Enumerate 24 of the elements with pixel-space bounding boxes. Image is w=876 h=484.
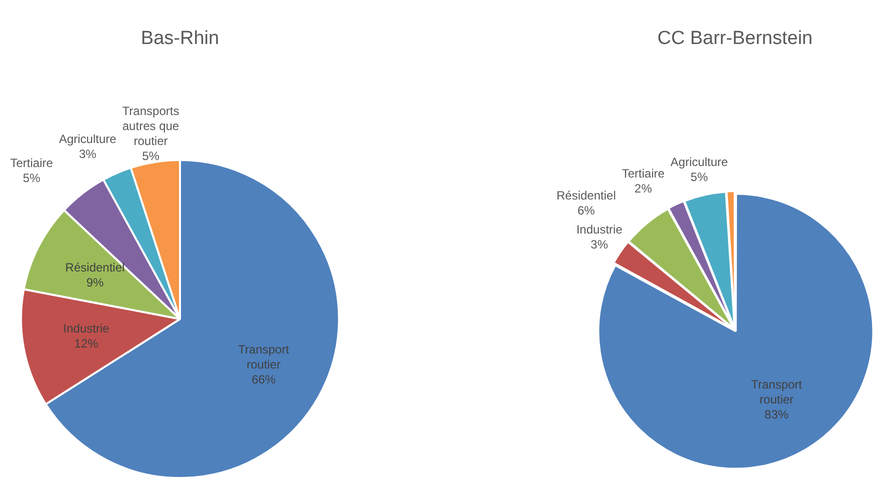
data-label: 9%: [86, 276, 104, 290]
data-label: 66%: [252, 372, 276, 386]
slice-label: Agriculture: [670, 154, 728, 169]
slice-label: Industrie: [576, 222, 623, 237]
data-label: 5%: [142, 149, 160, 164]
chart-title: Bas-Rhin: [140, 28, 220, 50]
slice-label: Agriculture: [58, 132, 117, 146]
slice-label: Transport routier: [751, 378, 803, 407]
slice-label: Tertiaire: [622, 166, 665, 180]
data-label: 12%: [74, 336, 99, 351]
slice-label: Tertiaire: [10, 156, 54, 170]
data-label: 83%: [764, 408, 789, 422]
data-label: 5%: [690, 170, 708, 184]
data-label: 2%: [634, 181, 652, 196]
slice-label: Industrie: [63, 322, 110, 336]
slice-label: Résidentiel: [65, 260, 125, 274]
data-label: 6%: [578, 203, 596, 218]
slice-label: Transports autres que routier: [122, 104, 180, 148]
slice-label: Transport routier: [238, 342, 290, 372]
data-label: 5%: [22, 171, 41, 186]
data-label: 3%: [78, 147, 97, 162]
slice-label: Résidentiel: [556, 188, 616, 202]
data-label: 3%: [590, 238, 608, 252]
chart-title: CC Barr-Bernstein: [656, 28, 814, 50]
